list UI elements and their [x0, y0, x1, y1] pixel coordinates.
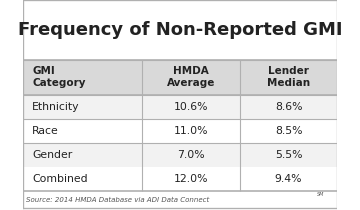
Text: 5.5%: 5.5% — [275, 150, 302, 160]
Text: 11.0%: 11.0% — [174, 126, 208, 136]
FancyBboxPatch shape — [23, 119, 337, 143]
Text: Source: 2014 HMDA Database via ADI Data Connect: Source: 2014 HMDA Database via ADI Data … — [26, 197, 209, 202]
FancyBboxPatch shape — [23, 0, 337, 60]
Text: Frequency of Non-Reported GMI: Frequency of Non-Reported GMI — [18, 21, 342, 39]
Text: GMI
Category: GMI Category — [32, 66, 86, 88]
Text: 8.6%: 8.6% — [275, 102, 302, 112]
Text: 7.0%: 7.0% — [177, 150, 205, 160]
FancyBboxPatch shape — [23, 167, 337, 191]
Text: 8.5%: 8.5% — [275, 126, 302, 136]
Text: Combined: Combined — [32, 174, 88, 184]
FancyBboxPatch shape — [23, 60, 337, 94]
FancyBboxPatch shape — [23, 143, 337, 167]
Text: HMDA
Average: HMDA Average — [167, 66, 215, 88]
Text: Gender: Gender — [32, 150, 72, 160]
Text: 12.0%: 12.0% — [174, 174, 208, 184]
Text: 9.4%: 9.4% — [275, 174, 302, 184]
Text: SM: SM — [317, 192, 324, 197]
Text: 10.6%: 10.6% — [174, 102, 208, 112]
Text: Race: Race — [32, 126, 59, 136]
Text: Lender
Median: Lender Median — [267, 66, 310, 88]
Text: Ethnicity: Ethnicity — [32, 102, 80, 112]
FancyBboxPatch shape — [23, 94, 337, 119]
